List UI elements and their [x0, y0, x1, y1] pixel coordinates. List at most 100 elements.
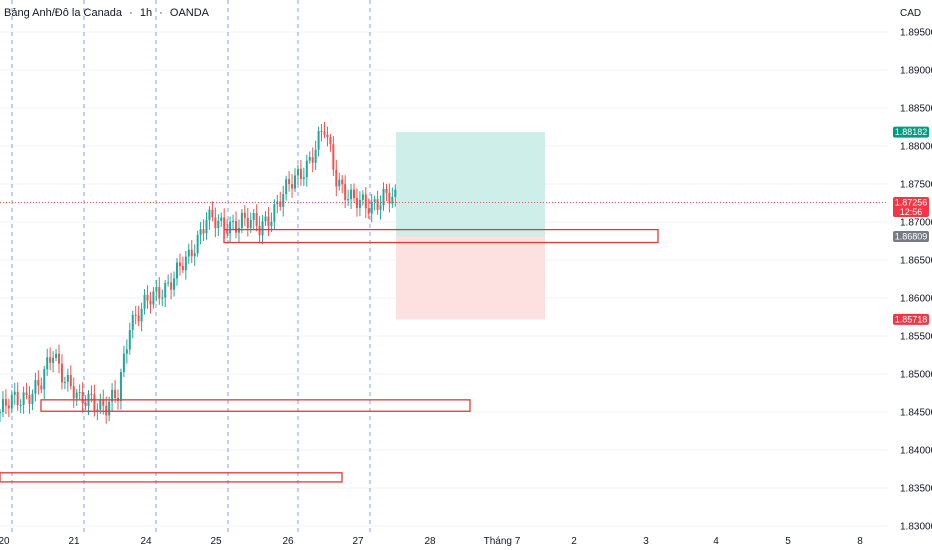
candle [267, 207, 270, 236]
candle-body [4, 399, 7, 406]
candle-body [237, 228, 240, 233]
candle-body [93, 394, 96, 411]
candle-body [146, 294, 149, 301]
candle [314, 140, 317, 171]
candle-body [391, 196, 394, 204]
candle [146, 285, 149, 309]
candle-body [246, 217, 249, 228]
candle-body [131, 314, 134, 330]
candle [161, 289, 164, 307]
current-price-badge-countdown: 12:56 [900, 207, 923, 217]
candle [99, 393, 102, 414]
candle [350, 184, 353, 210]
candle [131, 310, 134, 339]
candle [72, 377, 75, 408]
target-area[interactable] [396, 132, 545, 237]
candle-body [34, 380, 37, 394]
candle [114, 380, 117, 403]
candlestick-series [0, 121, 397, 424]
zone-upper[interactable] [223, 228, 659, 244]
time-tick-label: 26 [282, 536, 294, 547]
title-separator: · [129, 7, 133, 19]
candle-body [167, 282, 170, 284]
candle-body [335, 169, 338, 187]
zone-middle[interactable] [40, 399, 471, 412]
candle-body [376, 199, 379, 210]
candle [202, 219, 205, 241]
candle [34, 372, 37, 402]
candle [155, 279, 158, 302]
candle [232, 214, 235, 231]
candle [84, 395, 87, 410]
candle-body [358, 200, 361, 208]
candle [358, 191, 361, 217]
candle [288, 171, 291, 192]
price-tick-label: 1.88500 [900, 104, 932, 115]
candle-body [66, 375, 69, 382]
price-tick-label: 1.85000 [900, 370, 932, 381]
candle-body [81, 392, 84, 403]
candle-body [205, 220, 208, 234]
target-price-badge-label: 1.88182 [895, 127, 928, 137]
candle [22, 386, 25, 414]
price-tick-label: 1.83000 [900, 522, 932, 533]
symbol-name: Bảng Anh/Đô la Canada [4, 7, 123, 19]
price-axis[interactable]: 1.89500 1.89000 1.88500 1.88000 1.87500 1.870… [900, 28, 932, 533]
candle-body [128, 329, 131, 350]
candle [0, 408, 1, 422]
current-price-badge-bg [893, 197, 929, 218]
time-tick-label: 3 [643, 536, 649, 547]
candle [170, 272, 173, 300]
price-tick-label: 1.89000 [900, 66, 932, 77]
candle-body [282, 194, 285, 207]
candle [279, 191, 282, 211]
entry-price-badge: 1.86809 [893, 231, 929, 243]
time-tick-label: 27 [352, 536, 364, 547]
candle-body [235, 221, 237, 233]
candle [385, 183, 388, 202]
candle [140, 302, 143, 332]
candle-body [299, 168, 302, 179]
candle [355, 188, 358, 217]
zone-lower[interactable] [0, 472, 343, 483]
price-tick-label: 1.87000 [900, 218, 932, 229]
candle-body [1, 399, 4, 412]
candle [246, 207, 249, 237]
candle [214, 207, 217, 238]
candle [255, 204, 258, 232]
candle-body [37, 380, 40, 386]
candle-body [367, 208, 370, 214]
candle [317, 126, 320, 157]
price-tick-label: 1.85500 [900, 332, 932, 343]
candle-body [338, 179, 341, 187]
candle [341, 175, 344, 194]
candle-body [355, 198, 358, 208]
candle-body [302, 177, 305, 179]
candle-body [173, 278, 176, 290]
candle [276, 194, 279, 214]
candle [388, 183, 391, 213]
candle [78, 384, 81, 400]
price-tick-label: 1.84000 [900, 446, 932, 457]
candle-body [288, 179, 291, 185]
candle-body [152, 291, 155, 305]
candle [382, 182, 385, 211]
candle [158, 277, 161, 305]
price-tick-label: 1.87500 [900, 180, 932, 191]
candle [43, 365, 46, 400]
candle [52, 351, 55, 373]
candle [273, 199, 276, 230]
candle [270, 212, 273, 233]
long-position-tool[interactable] [396, 132, 545, 320]
candle-body [344, 184, 347, 200]
stop-price-badge-label: 1.85718 [895, 314, 928, 324]
candle [376, 190, 379, 215]
time-axis[interactable]: 20 21 24 25 26 27 28 Tháng 7 2 3 4 5 8 [0, 536, 863, 547]
candle [111, 383, 114, 412]
supply-demand-zones[interactable] [0, 228, 659, 483]
title-separator: · [159, 7, 163, 19]
candle [164, 279, 167, 307]
stop-area[interactable] [396, 236, 545, 320]
candle [294, 168, 296, 192]
